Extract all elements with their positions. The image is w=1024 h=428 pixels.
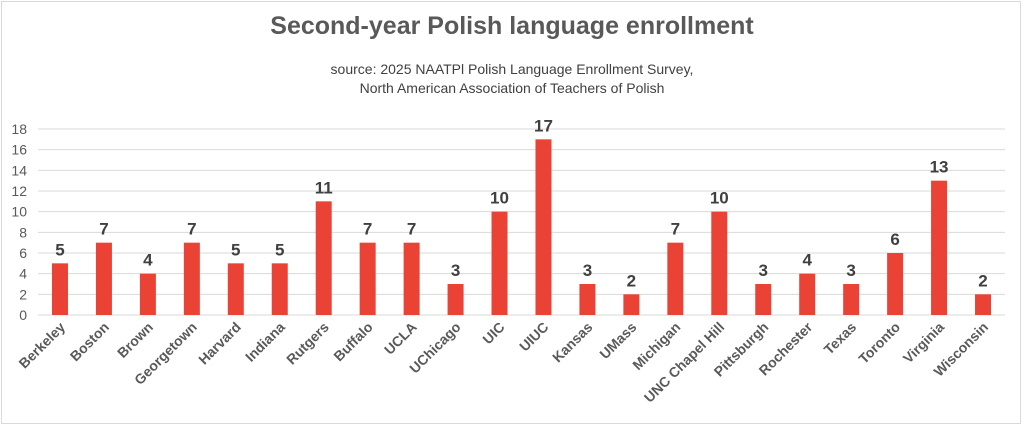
bar bbox=[667, 242, 684, 315]
data-label: 7 bbox=[187, 220, 196, 239]
x-tick-label: Texas bbox=[821, 319, 860, 358]
data-label: 5 bbox=[231, 240, 240, 259]
data-label: 5 bbox=[55, 240, 64, 259]
data-label: 17 bbox=[534, 116, 553, 135]
x-tick-label: UCLA bbox=[381, 319, 420, 358]
chart-subtitle-line-2: North American Association of Teachers o… bbox=[359, 80, 665, 96]
data-label: 11 bbox=[315, 178, 333, 197]
y-tick-label: 18 bbox=[11, 121, 27, 137]
y-tick-label: 6 bbox=[19, 245, 27, 261]
x-tick-label: Rutgers bbox=[283, 319, 332, 368]
y-tick-label: 16 bbox=[11, 142, 27, 158]
bar bbox=[51, 263, 68, 315]
bar bbox=[535, 139, 552, 315]
bar bbox=[799, 273, 816, 315]
y-tick-label: 2 bbox=[19, 286, 27, 302]
bar bbox=[183, 242, 200, 315]
data-label: 4 bbox=[802, 251, 812, 270]
y-tick-label: 12 bbox=[11, 183, 27, 199]
y-tick-label: 14 bbox=[11, 162, 27, 178]
bar bbox=[887, 253, 904, 315]
data-label: 2 bbox=[627, 271, 636, 290]
bar bbox=[755, 284, 772, 315]
x-tick-label: UIC bbox=[479, 319, 507, 347]
bar bbox=[491, 211, 508, 315]
x-tick-label: Brown bbox=[114, 319, 156, 361]
bar bbox=[95, 242, 112, 315]
x-tick-label: Harvard bbox=[195, 319, 244, 368]
y-tick-label: 10 bbox=[11, 204, 27, 220]
data-label: 7 bbox=[407, 220, 416, 239]
y-tick-label: 4 bbox=[19, 266, 27, 282]
bar bbox=[711, 211, 728, 315]
y-tick-label: 0 bbox=[19, 307, 27, 323]
bar bbox=[227, 263, 244, 315]
data-label: 5 bbox=[275, 240, 284, 259]
x-tick-label: Berkeley bbox=[15, 319, 68, 372]
x-tick-label: Kansas bbox=[549, 319, 596, 366]
data-label: 3 bbox=[451, 261, 460, 280]
bar bbox=[271, 263, 288, 315]
x-tick-label: UIUC bbox=[516, 319, 552, 355]
bar bbox=[139, 273, 156, 315]
x-tick-label: Boston bbox=[67, 319, 112, 364]
x-tick-label: UNC Chapel Hill bbox=[641, 319, 728, 406]
x-tick-label: Indiana bbox=[242, 319, 288, 365]
chart-title: Second-year Polish language enrollment bbox=[270, 12, 754, 40]
bar bbox=[359, 242, 376, 315]
bar bbox=[315, 201, 332, 315]
data-label: 7 bbox=[363, 220, 372, 239]
bar bbox=[579, 284, 596, 315]
bar bbox=[843, 284, 860, 315]
data-label: 10 bbox=[710, 189, 729, 208]
bar bbox=[975, 294, 992, 315]
bar bbox=[931, 180, 948, 315]
data-label: 3 bbox=[846, 261, 855, 280]
x-tick-label: Toronto bbox=[855, 319, 903, 367]
chart-subtitle-line-1: source: 2025 NAATPl Polish Language Enro… bbox=[330, 61, 694, 77]
data-label: 2 bbox=[978, 271, 987, 290]
y-tick-label: 8 bbox=[19, 224, 27, 240]
x-tick-label: UMass bbox=[596, 319, 639, 362]
data-label: 7 bbox=[671, 220, 680, 239]
data-label: 4 bbox=[143, 251, 153, 270]
bar bbox=[447, 284, 464, 315]
bar bbox=[403, 242, 420, 315]
data-label: 10 bbox=[490, 189, 509, 208]
bar bbox=[623, 294, 640, 315]
data-label: 3 bbox=[759, 261, 768, 280]
data-label: 6 bbox=[890, 230, 899, 249]
data-label: 13 bbox=[930, 158, 949, 177]
x-tick-label: Buffalo bbox=[330, 319, 375, 364]
data-label: 7 bbox=[99, 220, 108, 239]
data-label: 3 bbox=[583, 261, 592, 280]
